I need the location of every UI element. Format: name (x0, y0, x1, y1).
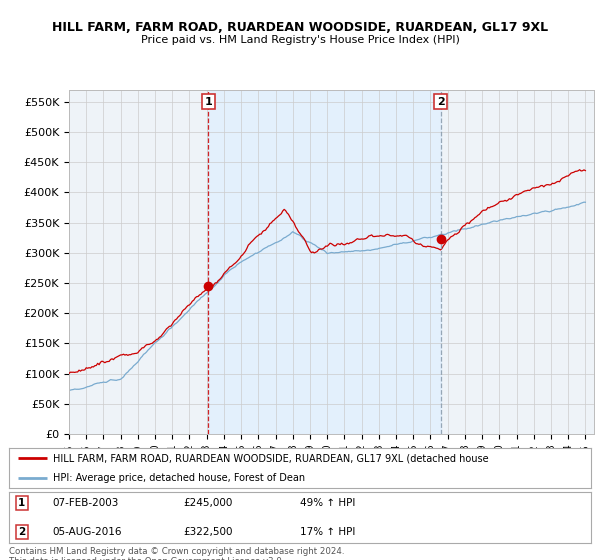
Text: £322,500: £322,500 (184, 527, 233, 537)
Text: 2: 2 (18, 527, 25, 537)
Bar (208, 90, 441, 434)
Text: 49% ↑ HPI: 49% ↑ HPI (300, 498, 355, 508)
Text: 2: 2 (437, 97, 445, 107)
Text: 1: 1 (18, 498, 25, 508)
Text: 07-FEB-2003: 07-FEB-2003 (53, 498, 119, 508)
Text: Price paid vs. HM Land Registry's House Price Index (HPI): Price paid vs. HM Land Registry's House … (140, 35, 460, 45)
Text: 1: 1 (205, 97, 212, 107)
Text: 17% ↑ HPI: 17% ↑ HPI (300, 527, 355, 537)
Text: £245,000: £245,000 (184, 498, 233, 508)
Text: 05-AUG-2016: 05-AUG-2016 (53, 527, 122, 537)
Text: HPI: Average price, detached house, Forest of Dean: HPI: Average price, detached house, Fore… (53, 473, 305, 483)
Text: Contains HM Land Registry data © Crown copyright and database right 2024.
This d: Contains HM Land Registry data © Crown c… (9, 547, 344, 560)
Text: HILL FARM, FARM ROAD, RUARDEAN WOODSIDE, RUARDEAN, GL17 9XL: HILL FARM, FARM ROAD, RUARDEAN WOODSIDE,… (52, 21, 548, 34)
Text: HILL FARM, FARM ROAD, RUARDEAN WOODSIDE, RUARDEAN, GL17 9XL (detached house: HILL FARM, FARM ROAD, RUARDEAN WOODSIDE,… (53, 454, 488, 464)
